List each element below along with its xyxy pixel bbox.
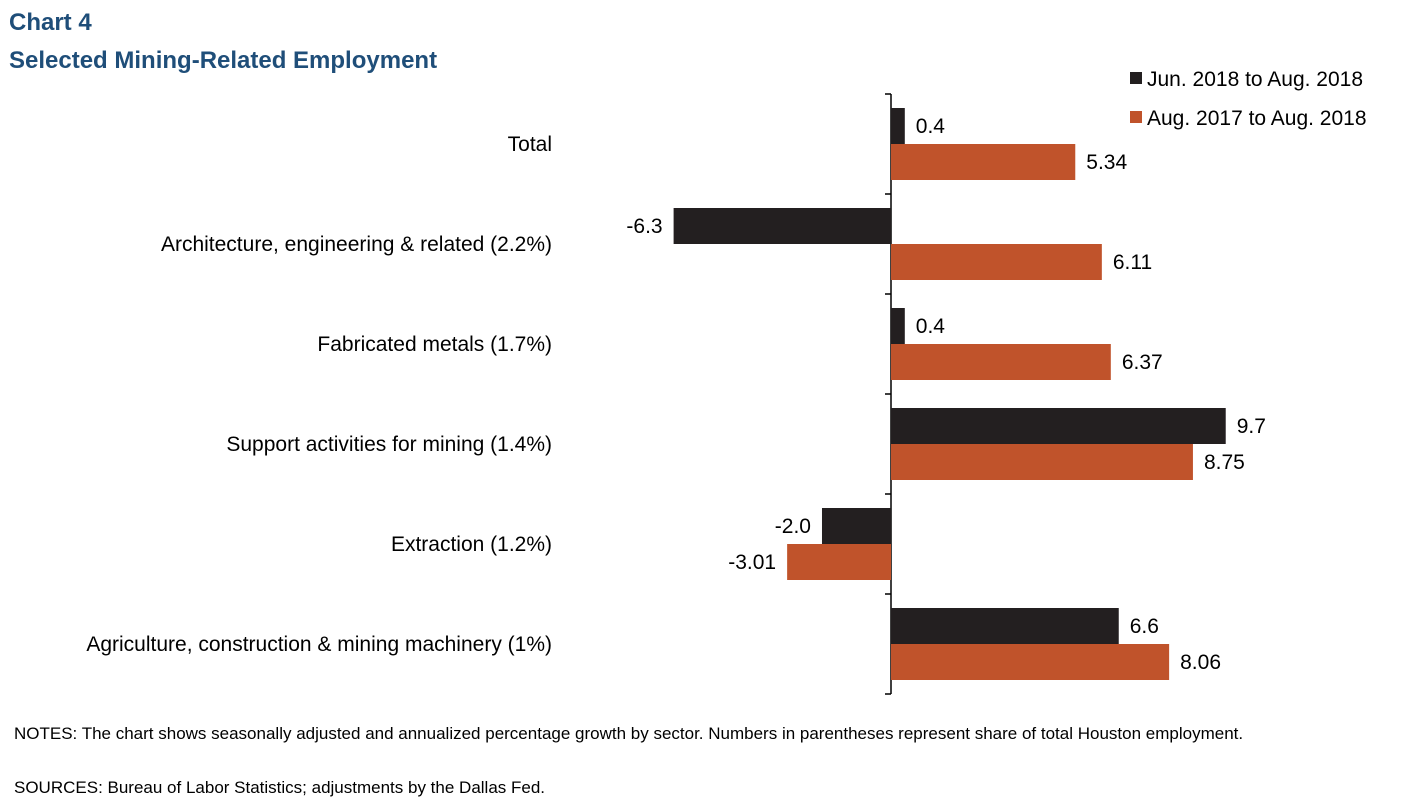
legend-swatch xyxy=(1130,111,1142,123)
chart-sources: SOURCES: Bureau of Labor Statistics; adj… xyxy=(14,778,546,797)
bar xyxy=(787,544,891,580)
bar xyxy=(891,108,905,144)
category-label: Extraction (1.2%) xyxy=(391,533,552,556)
bar xyxy=(891,144,1076,180)
chart-notes: NOTES: The chart shows seasonally adjust… xyxy=(14,724,1244,743)
bar xyxy=(891,344,1111,380)
category-label: Support activities for mining (1.4%) xyxy=(226,433,552,456)
bar-chart: Total 0.4 5.34 Architecture, engineering & … xyxy=(86,68,1367,695)
bar xyxy=(891,444,1193,480)
category-label: Agriculture, construction & mining machi… xyxy=(86,633,552,656)
bar xyxy=(891,408,1226,444)
category-label: Architecture, engineering & related (2.2… xyxy=(161,233,552,256)
data-label: 5.34 xyxy=(1086,151,1127,174)
category-label: Fabricated metals (1.7%) xyxy=(317,333,552,356)
bar xyxy=(821,508,891,544)
data-label: 6.37 xyxy=(1122,351,1163,374)
bar xyxy=(891,608,1119,644)
data-label: -3.01 xyxy=(728,551,776,574)
legend-label: Aug. 2017 to Aug. 2018 xyxy=(1147,107,1367,130)
bar xyxy=(891,244,1102,280)
data-label: 9.7 xyxy=(1237,415,1266,438)
data-label: 8.06 xyxy=(1180,651,1221,674)
bar xyxy=(673,208,891,244)
data-label: 6.11 xyxy=(1113,251,1152,274)
data-label: 6.6 xyxy=(1130,615,1159,638)
legend-swatch xyxy=(1130,72,1142,84)
category-label: Total xyxy=(508,133,552,156)
data-label: 0.4 xyxy=(916,115,946,138)
chart-number: Chart 4 xyxy=(9,9,92,36)
chart-title: Selected Mining-Related Employment xyxy=(9,47,438,74)
bar xyxy=(891,308,905,344)
data-label: -2.0 xyxy=(775,515,811,538)
legend-label: Jun. 2018 to Aug. 2018 xyxy=(1147,68,1363,91)
data-label: 8.75 xyxy=(1204,451,1245,474)
data-label: -6.3 xyxy=(626,215,662,238)
data-label: 0.4 xyxy=(916,315,946,338)
bar xyxy=(891,644,1170,680)
